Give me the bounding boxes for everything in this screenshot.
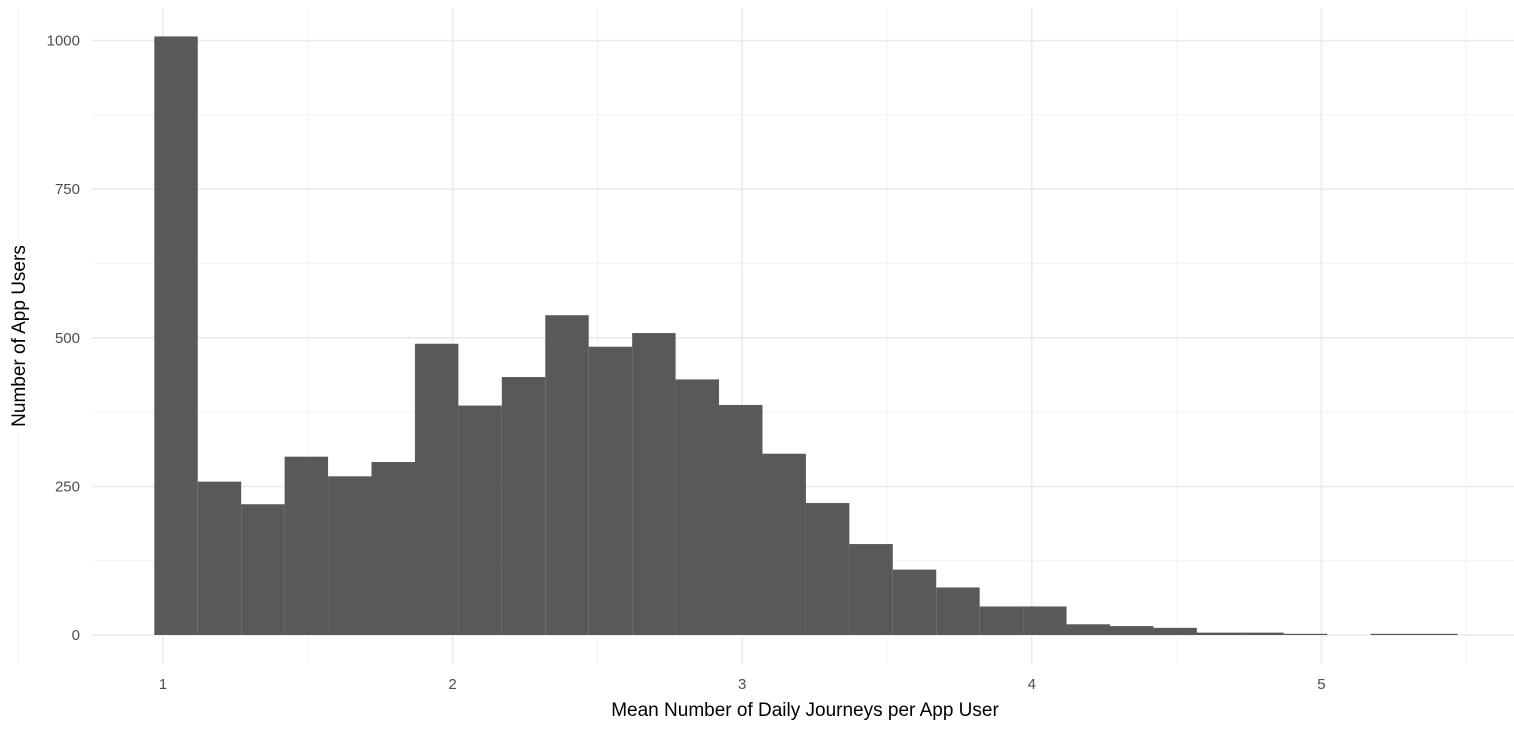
y-tick-label: 750 (55, 181, 80, 198)
histogram-bars (154, 36, 1458, 635)
histogram-bar (675, 379, 720, 635)
histogram-bar (284, 456, 329, 635)
histogram-bar (458, 405, 502, 635)
y-tick-label: 1000 (47, 33, 80, 50)
histogram-bar (1240, 632, 1284, 635)
y-tick-label: 250 (55, 478, 80, 495)
histogram-bar (1196, 632, 1241, 635)
histogram-bar (1414, 633, 1458, 635)
x-axis-title: Mean Number of Daily Journeys per App Us… (611, 700, 999, 721)
histogram-bar (892, 569, 937, 635)
histogram-bar (414, 343, 459, 635)
histogram-bar (1066, 624, 1110, 635)
x-tick-label: 1 (159, 676, 167, 693)
histogram-bar (979, 606, 1024, 635)
y-tick-label: 500 (55, 330, 80, 347)
histogram-bar (501, 377, 546, 635)
histogram-bar (197, 481, 242, 635)
histogram-bar (371, 462, 415, 635)
histogram-bar (241, 504, 285, 635)
histogram-bar (154, 36, 198, 635)
histogram-bar (1153, 627, 1197, 635)
histogram-bar (328, 476, 372, 635)
histogram-bar (1109, 626, 1154, 635)
histogram-bar (805, 503, 850, 635)
histogram-bar (762, 453, 806, 635)
histogram-bar (545, 315, 589, 635)
histogram-bar (719, 404, 763, 635)
y-axis-title: Number of App Users (9, 245, 30, 427)
x-tick-label: 2 (448, 676, 456, 693)
histogram-bar (632, 333, 676, 635)
histogram-bar (936, 587, 980, 635)
histogram-bar (1283, 633, 1328, 635)
y-tick-label: 0 (72, 627, 80, 644)
histogram-bar (588, 346, 633, 635)
histogram-bar (849, 544, 893, 635)
histogram-bar (1370, 633, 1415, 635)
x-tick-label: 4 (1028, 676, 1036, 693)
x-axis-ticks: 1 2 3 4 5 (159, 676, 1326, 693)
histogram-bar (1023, 606, 1067, 635)
x-tick-label: 5 (1317, 676, 1325, 693)
y-axis-ticks: 0 250 500 750 1000 (47, 33, 80, 644)
x-tick-label: 3 (738, 676, 746, 693)
